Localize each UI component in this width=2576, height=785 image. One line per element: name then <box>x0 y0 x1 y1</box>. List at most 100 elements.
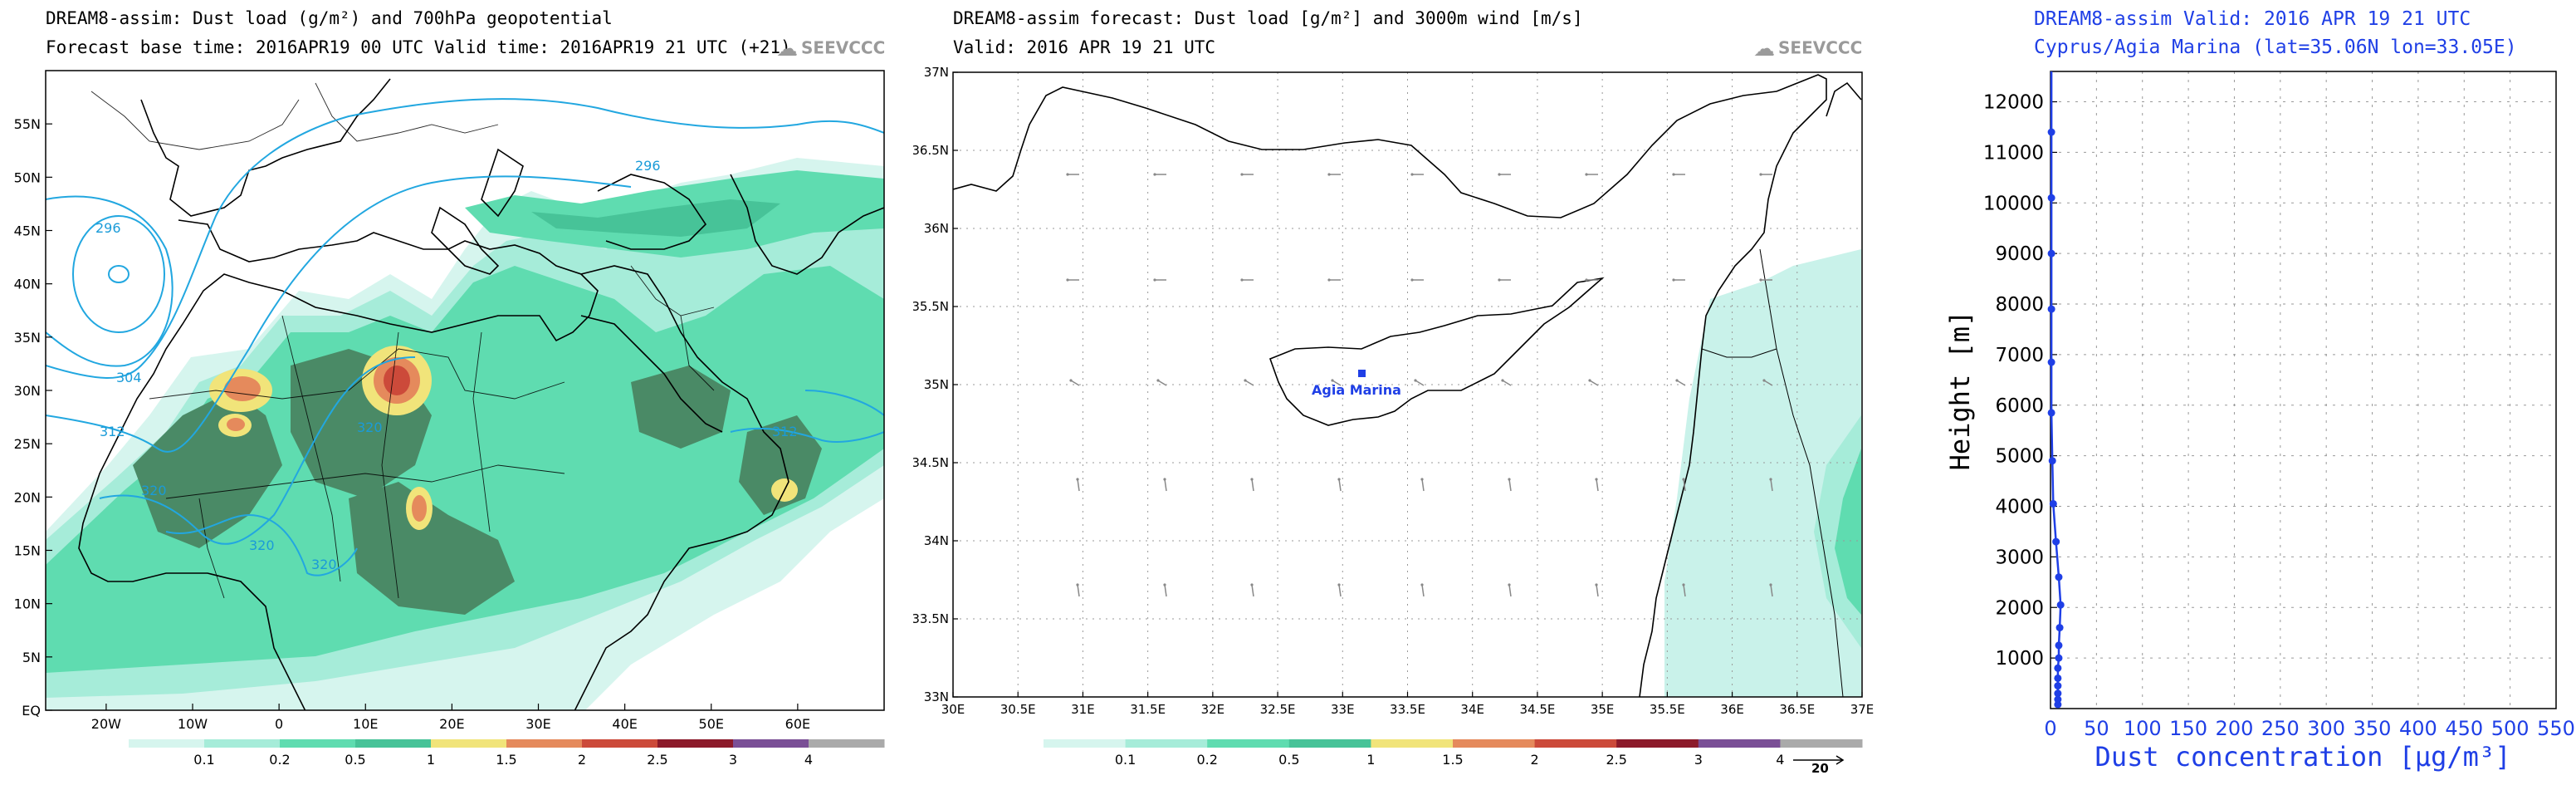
map2-x-tick-label: 37E <box>1850 702 1875 717</box>
map2-colorbar-swatch <box>1044 739 1127 748</box>
panel2-subtitle: Valid: 2016 APR 19 21 UTC <box>953 37 1216 57</box>
wind-arrow <box>1763 380 1773 386</box>
profile-point <box>2047 305 2055 313</box>
profile-point <box>2055 641 2063 650</box>
map1-y-tick-label: EQ <box>22 703 41 719</box>
wind-arrow <box>1770 478 1773 492</box>
contour-label-304: 304 <box>116 370 142 385</box>
dust-core-arabia <box>631 366 731 449</box>
map1-colorbar-swatch <box>129 739 205 748</box>
profile-x-tick-label: 100 <box>2124 717 2162 740</box>
contour-label-320-b: 320 <box>249 537 275 553</box>
map1-y-tick-label: 35N <box>14 330 41 346</box>
dust-core-central <box>349 482 515 615</box>
wind-arrow-head <box>1595 478 1598 481</box>
dust-load-map: 296 296 304 312 320 320 320 320 312 20W 1… <box>14 70 885 768</box>
profile-x-tick-label: 450 <box>2445 717 2483 740</box>
wind-arrow <box>1596 478 1599 492</box>
wind-arrow <box>1164 478 1167 492</box>
map2-dust-medium-2 <box>1835 449 1861 615</box>
map1-x-tick-label: 10W <box>178 716 208 732</box>
map2-colorbar-label: 0.2 <box>1196 752 1217 768</box>
wind-arrow-head <box>1585 173 1588 176</box>
map1-y-tick-label: 45N <box>14 223 41 239</box>
map1-colorbar-label: 1 <box>427 752 435 768</box>
map2-colorbar-label: 0.5 <box>1278 752 1299 768</box>
wind-arrow <box>1502 380 1512 386</box>
profile-y-tick-label: 12000 <box>1983 92 2044 114</box>
panel3-title: DREAM8-assim Valid: 2016 APR 19 21 UTC <box>2034 8 2471 30</box>
cloud-icon: ☁ <box>1753 37 1775 61</box>
map2-x-tick-label: 30.5E <box>1000 702 1036 717</box>
wind-arrow <box>1077 478 1080 492</box>
profile-y-tick-label: 1000 <box>1995 648 2044 670</box>
map1-y-tick-label: 30N <box>14 383 41 399</box>
map2-x-tick-label: 34.5E <box>1519 702 1555 717</box>
contour-label-312: 312 <box>100 424 125 439</box>
map2-field: Agia Marina <box>953 72 1862 697</box>
profile-x-tick-label: 500 <box>2491 717 2530 740</box>
wind-arrow <box>1508 478 1512 492</box>
wind-arrow <box>1338 584 1342 597</box>
map2-y-tick-label: 36.5N <box>913 143 949 158</box>
map1-colorbar-swatch <box>506 739 583 748</box>
wind-arrow <box>1683 584 1686 597</box>
profile-x-tick-label: 0 <box>2044 717 2056 740</box>
map2-borders <box>1701 248 1844 697</box>
map2-x-tick-label: 32E <box>1201 702 1225 717</box>
wind-arrow-head <box>1410 173 1414 176</box>
wind-arrow <box>1251 584 1254 597</box>
wind-arrow-head <box>1327 278 1331 282</box>
wind-arrow-head <box>1672 278 1675 282</box>
dust-band-north-core <box>531 199 780 237</box>
profile-point <box>2052 537 2060 546</box>
panel2-brand-text: SEEVCCC <box>1778 37 1863 58</box>
map2-y-tick-label: 35.5N <box>913 299 949 314</box>
map2-y-tick-label: 37N <box>924 65 949 80</box>
map1-colorbar-label: 0.5 <box>345 752 365 768</box>
profile-y-tick-label: 8000 <box>1995 294 2044 316</box>
map1-y-tick-label: 50N <box>14 169 41 185</box>
map2-x-tick-label: 30E <box>941 702 965 717</box>
profile-grid <box>2051 71 2556 709</box>
wind-arrow <box>1157 380 1167 386</box>
map1-colorbar-swatch <box>809 739 885 748</box>
map2-coastlines <box>953 74 1862 697</box>
map2-colorbar-label: 4 <box>1776 752 1784 768</box>
map2-colorbar-swatch <box>1534 739 1617 748</box>
profile-x-tick-label: 350 <box>2354 717 2392 740</box>
map1-colorbar-swatch <box>355 739 432 748</box>
map2-colorbar-label: 2 <box>1531 752 1539 768</box>
map1-y-tick-label: 5N <box>22 650 41 665</box>
wind-arrow-head <box>1498 173 1501 176</box>
profile-x-tick-label: 300 <box>2307 717 2345 740</box>
profile-y-tick-label: 7000 <box>1995 345 2044 366</box>
map1-colorbar-swatch <box>431 739 507 748</box>
profile-y-tick-label: 5000 <box>1995 446 2044 468</box>
wind-arrow-head <box>1250 583 1254 586</box>
wind-arrow-head <box>1337 583 1341 586</box>
map1-y-tick-label: 20N <box>14 489 41 505</box>
wind-arrow-head <box>1240 173 1244 176</box>
profile-point <box>2055 573 2063 581</box>
wind-arrow-head <box>1250 478 1254 481</box>
wind-arrow-head <box>1410 278 1414 282</box>
map2-x-tick-label: 32.5E <box>1260 702 1296 717</box>
wind-arrow <box>1683 478 1686 492</box>
map1-x-tick-label: 30E <box>525 716 550 732</box>
wind-arrow-head <box>1337 478 1341 481</box>
wind-reference-value: 20 <box>1811 761 1829 776</box>
wind-arrow-head <box>1153 173 1156 176</box>
wind-arrow <box>1508 584 1512 597</box>
profile-x-tick-label: 200 <box>2216 717 2254 740</box>
map2-y-tick-label: 34N <box>924 533 949 548</box>
map2-colorbar-swatch <box>1125 739 1208 748</box>
wind-arrow-head <box>1414 379 1417 382</box>
map2-x-tick-label: 31.5E <box>1130 702 1166 717</box>
map2-x-tick-label: 34E <box>1460 702 1484 717</box>
map1-x-tick-label: 20W <box>91 716 121 732</box>
wind-arrow-head <box>1420 583 1424 586</box>
map2-x-tick-label: 33.5E <box>1390 702 1425 717</box>
wind-arrow-head <box>1244 379 1247 382</box>
map2-x-tick-label: 36E <box>1720 702 1744 717</box>
